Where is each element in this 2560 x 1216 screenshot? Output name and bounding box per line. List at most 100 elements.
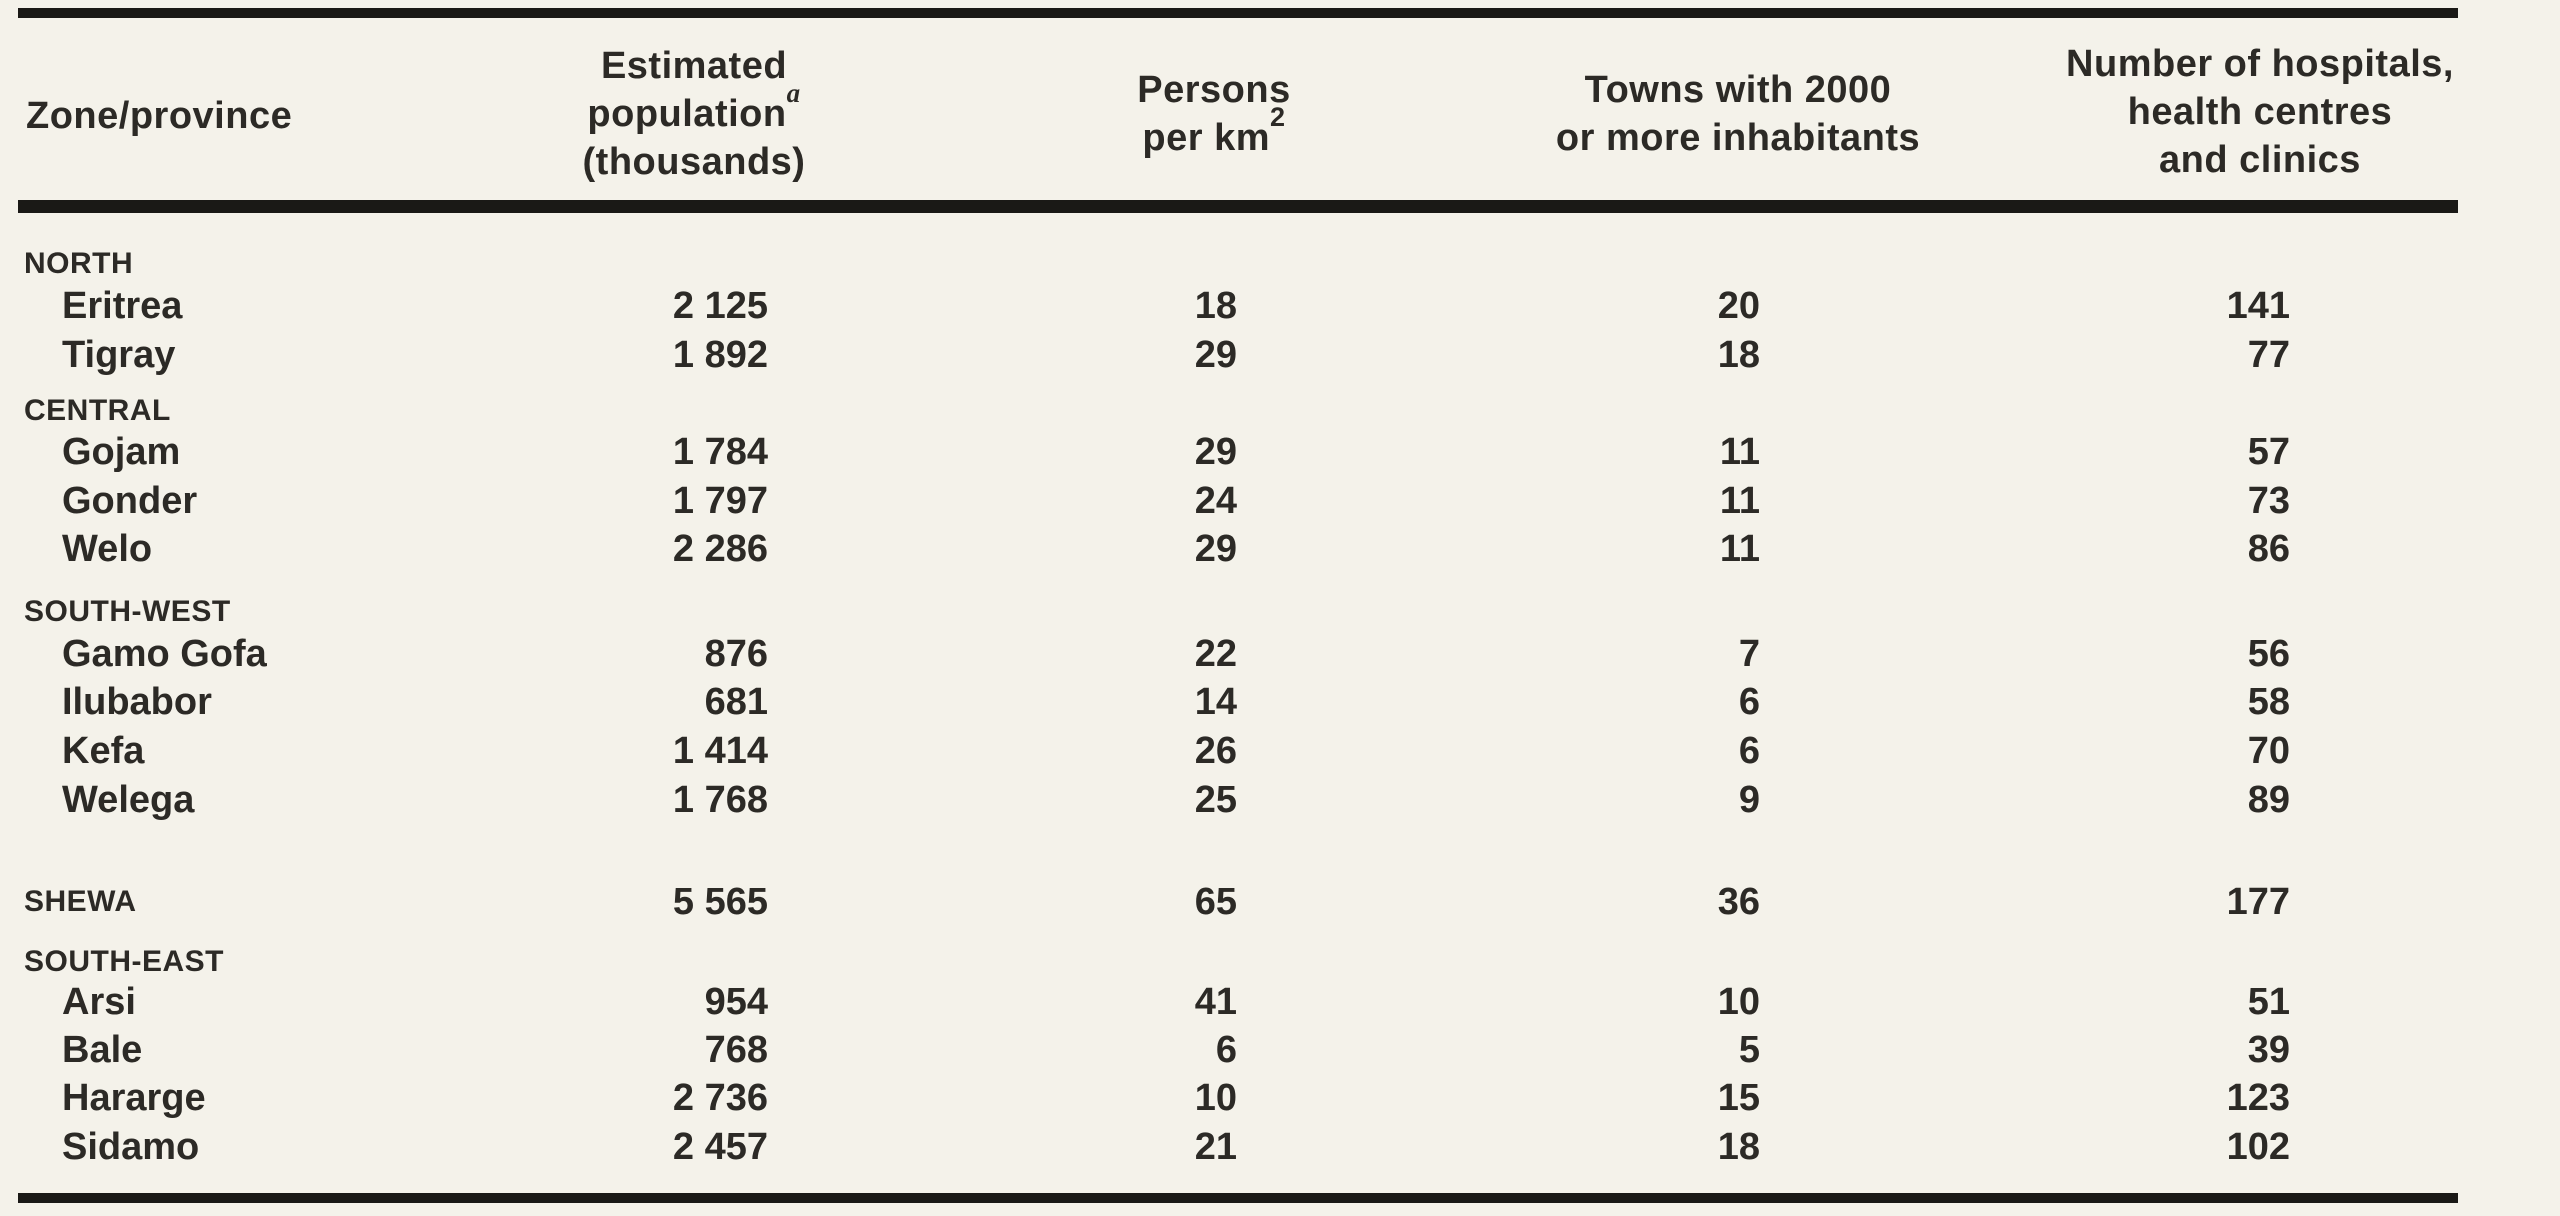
density-value: 14	[1194, 681, 1237, 723]
province-label: Gamo Gofa	[62, 633, 267, 675]
table-row-ilubabor: Ilubabor 681 14 6 58	[0, 678, 2560, 727]
table-row-group-central: CENTRAL	[0, 387, 2560, 436]
province-label: Gonder	[62, 480, 198, 522]
towns-value: 15	[1717, 1077, 1760, 1119]
hospitals-value: 70	[2247, 730, 2290, 772]
province-label: Kefa	[62, 730, 145, 772]
population-footnote-marker: a	[786, 78, 801, 109]
hospitals-value: 89	[2247, 779, 2290, 821]
towns-value: 6	[1738, 681, 1760, 723]
table-row-gonder: Gonder 1 797 24 11 73	[0, 477, 2560, 526]
hospitals-value: 177	[2226, 881, 2290, 923]
population-value: 1 414	[672, 730, 768, 772]
population-value: 2 125	[672, 285, 768, 327]
towns-value: 20	[1717, 285, 1760, 327]
density-value: 29	[1194, 431, 1237, 473]
province-label: Gojam	[62, 431, 181, 473]
table-row-sidamo: Sidamo 2 457 21 18 102	[0, 1123, 2560, 1172]
province-label: Welega	[62, 779, 195, 821]
towns-value: 9	[1738, 779, 1760, 821]
density-value: 18	[1194, 285, 1237, 327]
towns-value: 11	[1719, 528, 1760, 570]
population-value: 1 784	[672, 431, 768, 473]
province-label: Tigray	[62, 334, 176, 376]
population-value: 1 892	[672, 334, 768, 376]
population-value: 768	[704, 1029, 768, 1071]
density-header-line1: Persons	[1137, 69, 1291, 111]
province-label: Bale	[62, 1029, 143, 1071]
density-header-line2: per km	[1142, 117, 1271, 159]
hospitals-value: 123	[2226, 1077, 2290, 1119]
table-row-gojam: Gojam 1 784 29 11 57	[0, 428, 2560, 477]
density-value: 6	[1215, 1029, 1237, 1071]
hospitals-value: 86	[2247, 528, 2290, 570]
density-value: 21	[1194, 1126, 1237, 1168]
population-value: 681	[704, 681, 768, 723]
table-row-welo: Welo 2 286 29 11 86	[0, 525, 2560, 574]
group-label: NORTH	[24, 247, 134, 280]
population-value: 1 768	[672, 779, 768, 821]
population-value: 2 736	[672, 1077, 768, 1119]
hospitals-value: 57	[2247, 431, 2290, 473]
table-row-group-south-west: SOUTH-WEST	[0, 588, 2560, 637]
density-value: 65	[1194, 881, 1237, 923]
population-value: 1 797	[672, 480, 768, 522]
towns-value: 6	[1738, 730, 1760, 772]
towns-value: 11	[1719, 431, 1760, 473]
density-value: 29	[1194, 528, 1237, 570]
table-row-hararge: Hararge 2 736 10 15 123	[0, 1074, 2560, 1123]
table-row-group-north: NORTH	[0, 240, 2560, 289]
towns-header-line2: or more inhabitants	[1555, 117, 1921, 159]
towns-value: 18	[1717, 334, 1760, 376]
towns-value: 7	[1738, 633, 1760, 675]
population-value: 2 286	[672, 528, 768, 570]
group-label: CENTRAL	[24, 394, 171, 427]
province-label: Welo	[62, 528, 153, 570]
table-row-shewa: SHEWA 5 565 65 36 177	[0, 878, 2560, 927]
province-label: Ilubabor	[62, 681, 212, 723]
group-label: SOUTH-WEST	[24, 595, 231, 628]
towns-value: 11	[1719, 480, 1760, 522]
table-top-rule	[18, 8, 2458, 18]
table-row-kefa: Kefa 1 414 26 6 70	[0, 727, 2560, 776]
province-label: Hararge	[62, 1077, 206, 1119]
table-row-arsi: Arsi 954 41 10 51	[0, 978, 2560, 1027]
hospitals-value: 73	[2247, 480, 2290, 522]
column-header-population: Estimated populationa (thousands)	[583, 42, 806, 186]
hospitals-header-line2: health centres	[2127, 91, 2393, 133]
population-header-line2: population	[587, 93, 787, 135]
density-value: 29	[1194, 334, 1237, 376]
density-value: 25	[1194, 779, 1237, 821]
hospitals-value: 77	[2247, 334, 2290, 376]
hospitals-header-line1: Number of hospitals,	[2066, 43, 2454, 85]
header-separator-rule	[18, 200, 2458, 213]
hospitals-header-line3: and clinics	[2159, 139, 2361, 181]
column-header-towns: Towns with 2000 or more inhabitants	[1556, 66, 1920, 162]
density-value: 41	[1194, 981, 1237, 1023]
table-row-eritrea: Eritrea 2 125 18 20 141	[0, 282, 2560, 331]
density-value: 10	[1194, 1077, 1237, 1119]
table-row-gamo-gofa: Gamo Gofa 876 22 7 56	[0, 630, 2560, 679]
table-row-tigray: Tigray 1 892 29 18 77	[0, 331, 2560, 380]
column-header-hospitals: Number of hospitals, health centres and …	[2066, 40, 2454, 184]
province-label: Eritrea	[62, 285, 183, 327]
population-header-line1: Estimated	[600, 45, 788, 87]
table-row-bale: Bale 768 6 5 39	[0, 1026, 2560, 1075]
hospitals-value: 102	[2226, 1126, 2290, 1168]
population-value: 2 457	[672, 1126, 768, 1168]
km-squared-superscript: 2	[1270, 102, 1286, 133]
population-value: 876	[704, 633, 768, 675]
column-header-zone-province: Zone/province	[26, 92, 292, 140]
hospitals-value: 56	[2247, 633, 2290, 675]
hospitals-value: 141	[2226, 285, 2290, 327]
towns-header-line1: Towns with 2000	[1584, 69, 1892, 111]
hospitals-value: 58	[2247, 681, 2290, 723]
population-value: 954	[704, 981, 768, 1023]
hospitals-value: 51	[2247, 981, 2290, 1023]
density-value: 22	[1194, 633, 1237, 675]
table-row-group-south-east: SOUTH-EAST	[0, 938, 2560, 987]
population-value: 5 565	[672, 881, 768, 923]
table-row-welega: Welega 1 768 25 9 89	[0, 776, 2560, 825]
towns-value: 5	[1738, 1029, 1760, 1071]
